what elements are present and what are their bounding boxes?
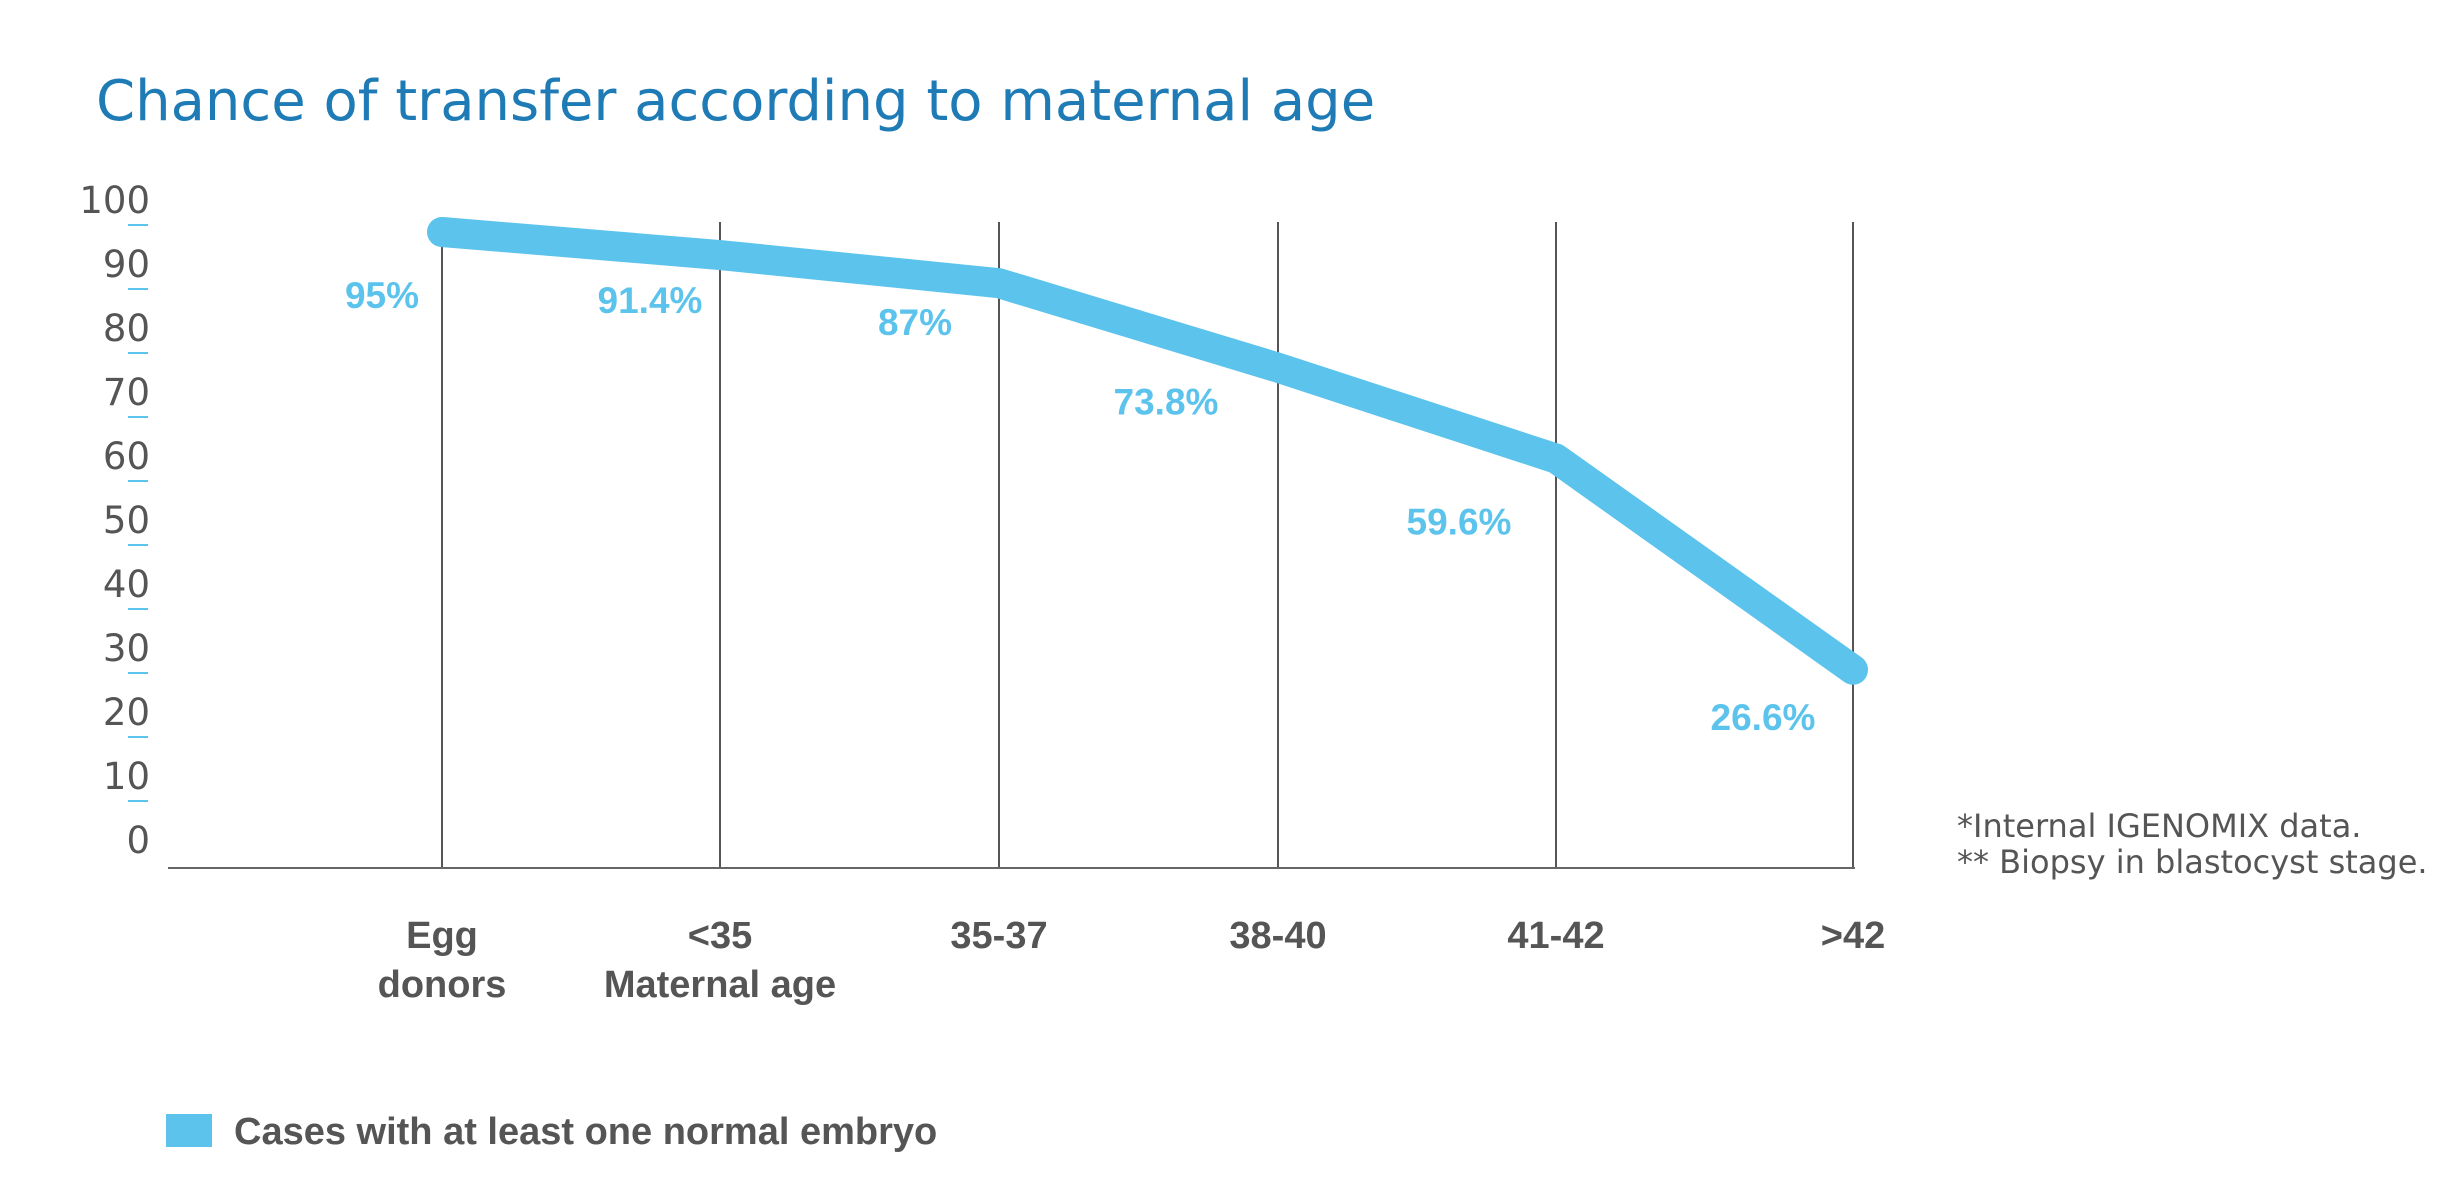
data-point-5 [1852, 668, 1854, 671]
y-tick-label: 30 [103, 627, 150, 670]
y-tick-label: 60 [103, 435, 150, 478]
data-point-1 [719, 254, 721, 257]
y-axis: 0 10 20 30 40 50 60 70 80 90 100 [79, 179, 150, 862]
x-tick-label-4: 41-42 [1507, 915, 1604, 957]
footnote-0: *Internal IGENOMIX data. [1957, 807, 2361, 845]
series-line [427, 217, 1868, 685]
series [427, 217, 1868, 685]
x-tick-label-1: <35 [688, 915, 752, 957]
footnote-1: ** Biopsy in blastocyst stage. [1957, 843, 2428, 881]
data-label-5: 26.6% [1711, 697, 1816, 738]
legend-label: Cases with at least one normal embryo [234, 1111, 937, 1153]
data-point-4 [1555, 457, 1557, 460]
y-tick-label: 0 [126, 819, 150, 862]
y-tick-label: 10 [103, 755, 150, 798]
chart-title: Chance of transfer according to maternal… [96, 69, 1375, 134]
y-tick-label: 40 [103, 563, 150, 606]
footnotes: *Internal IGENOMIX data.** Biopsy in bla… [1957, 807, 2428, 881]
x-tick-label-5: >42 [1821, 915, 1885, 957]
y-tick-label: 20 [103, 691, 150, 734]
y-tick-label: 50 [103, 499, 150, 542]
data-point-2 [998, 282, 1000, 285]
data-point-3 [1277, 366, 1279, 369]
data-point-0 [441, 231, 443, 233]
y-tick-label: 100 [79, 179, 150, 222]
data-label-2: 87% [878, 302, 952, 343]
legend: Cases with at least one normal embryo [166, 1111, 937, 1153]
data-label-0: 95% [345, 275, 419, 316]
x-tick-label-3: 38-40 [1229, 915, 1326, 957]
data-labels: 95% 91.4% 87% 73.8% 59.6% 26.6% [345, 275, 1815, 738]
y-tick-label: 70 [103, 371, 150, 414]
x-tick-label-2: 35-37 [950, 915, 1047, 957]
data-label-4: 59.6% [1407, 502, 1512, 543]
data-label-3: 73.8% [1114, 382, 1219, 423]
y-tick-label: 80 [103, 307, 150, 350]
y-tick-label: 90 [103, 243, 150, 286]
legend-swatch [166, 1114, 212, 1147]
data-label-1: 91.4% [598, 280, 703, 321]
x-axis-title: Maternal age [604, 964, 836, 1006]
x-tick-label-0: Egg donors [378, 915, 507, 1006]
x-axis: Egg donors <35 35-37 38-40 41-42 >42 Maternal a… [378, 915, 1886, 1006]
grid-lines [441, 222, 1854, 868]
